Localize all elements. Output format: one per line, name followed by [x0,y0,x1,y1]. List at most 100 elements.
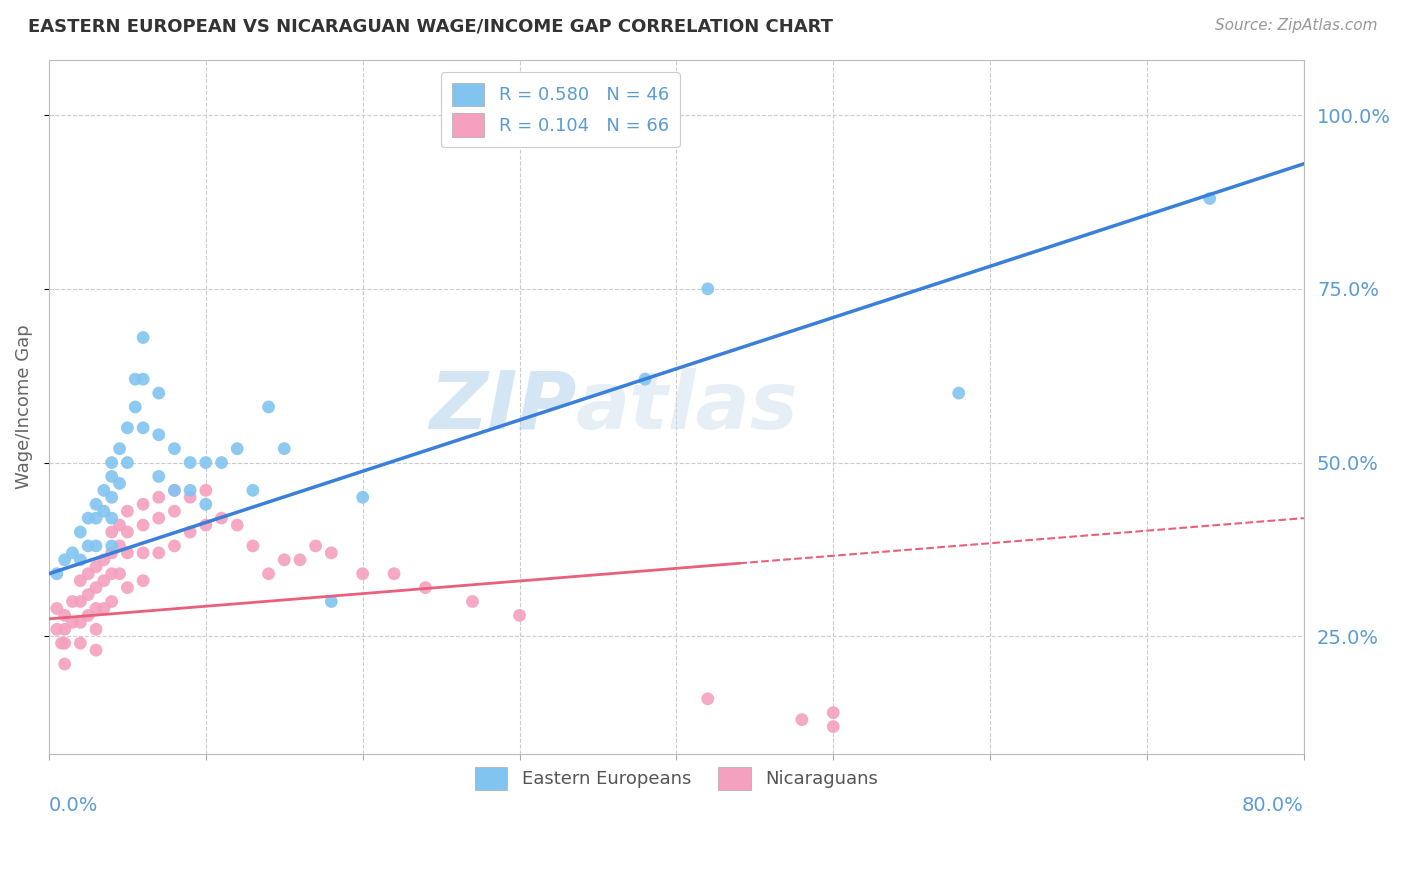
Point [100,469,122,483]
Legend: Eastern Europeans, Nicaraguans: Eastern Europeans, Nicaraguans [464,756,889,801]
Point [179,483,201,498]
Point [45,622,67,636]
Point [100,566,122,581]
Point [132,372,155,386]
Point [288,553,311,567]
Point [304,539,326,553]
Point [84,643,107,657]
Point [132,574,155,588]
Point [62,615,84,630]
Point [77,588,100,602]
Point [108,539,131,553]
Point [273,553,295,567]
Point [117,504,139,518]
Point [132,421,155,435]
Point [352,491,374,505]
Point [93,601,115,615]
Point [163,442,186,456]
Point [273,442,295,456]
Point [69,574,91,588]
Point [211,511,233,525]
Point [321,546,343,560]
Point [45,601,67,615]
Point [100,546,122,560]
Point [77,539,100,553]
Point [124,400,146,414]
Point [148,386,170,401]
Point [823,720,845,734]
Point [84,497,107,511]
Point [211,456,233,470]
Point [124,372,146,386]
Point [69,594,91,608]
Text: 0.0%: 0.0% [49,796,98,815]
Point [84,601,107,615]
Point [93,553,115,567]
Point [69,636,91,650]
Point [242,539,264,553]
Point [117,546,139,560]
Point [242,483,264,498]
Point [108,442,131,456]
Text: atlas: atlas [576,368,799,446]
Point [132,546,155,560]
Point [84,511,107,525]
Point [257,400,280,414]
Point [321,594,343,608]
Text: Source: ZipAtlas.com: Source: ZipAtlas.com [1215,18,1378,33]
Point [352,566,374,581]
Point [148,491,170,505]
Point [382,566,405,581]
Point [117,581,139,595]
Point [163,483,186,498]
Point [194,456,217,470]
Point [108,518,131,533]
Point [53,636,76,650]
Point [790,713,813,727]
Point [108,476,131,491]
Point [51,636,73,650]
Point [226,442,249,456]
Point [62,594,84,608]
Point [108,566,131,581]
Point [84,559,107,574]
Point [77,566,100,581]
Point [100,524,122,539]
Point [194,518,217,533]
Point [257,566,280,581]
Point [132,330,155,344]
Text: EASTERN EUROPEAN VS NICARAGUAN WAGE/INCOME GAP CORRELATION CHART: EASTERN EUROPEAN VS NICARAGUAN WAGE/INCO… [28,18,834,36]
Point [69,524,91,539]
Point [696,691,718,706]
Point [163,483,186,498]
Y-axis label: Wage/Income Gap: Wage/Income Gap [15,325,32,490]
Point [179,456,201,470]
Point [69,615,91,630]
Point [62,546,84,560]
Text: 80.0%: 80.0% [1241,796,1303,815]
Point [117,456,139,470]
Point [84,622,107,636]
Point [53,622,76,636]
Point [148,469,170,483]
Point [194,483,217,498]
Point [117,524,139,539]
Text: ZIP: ZIP [429,368,576,446]
Point [1198,192,1220,206]
Point [634,372,657,386]
Point [163,539,186,553]
Point [148,546,170,560]
Point [77,608,100,623]
Point [100,511,122,525]
Point [163,504,186,518]
Point [93,483,115,498]
Point [226,518,249,533]
Point [84,539,107,553]
Point [77,511,100,525]
Point [100,539,122,553]
Point [93,504,115,518]
Point [132,518,155,533]
Point [53,553,76,567]
Point [823,706,845,720]
Point [84,581,107,595]
